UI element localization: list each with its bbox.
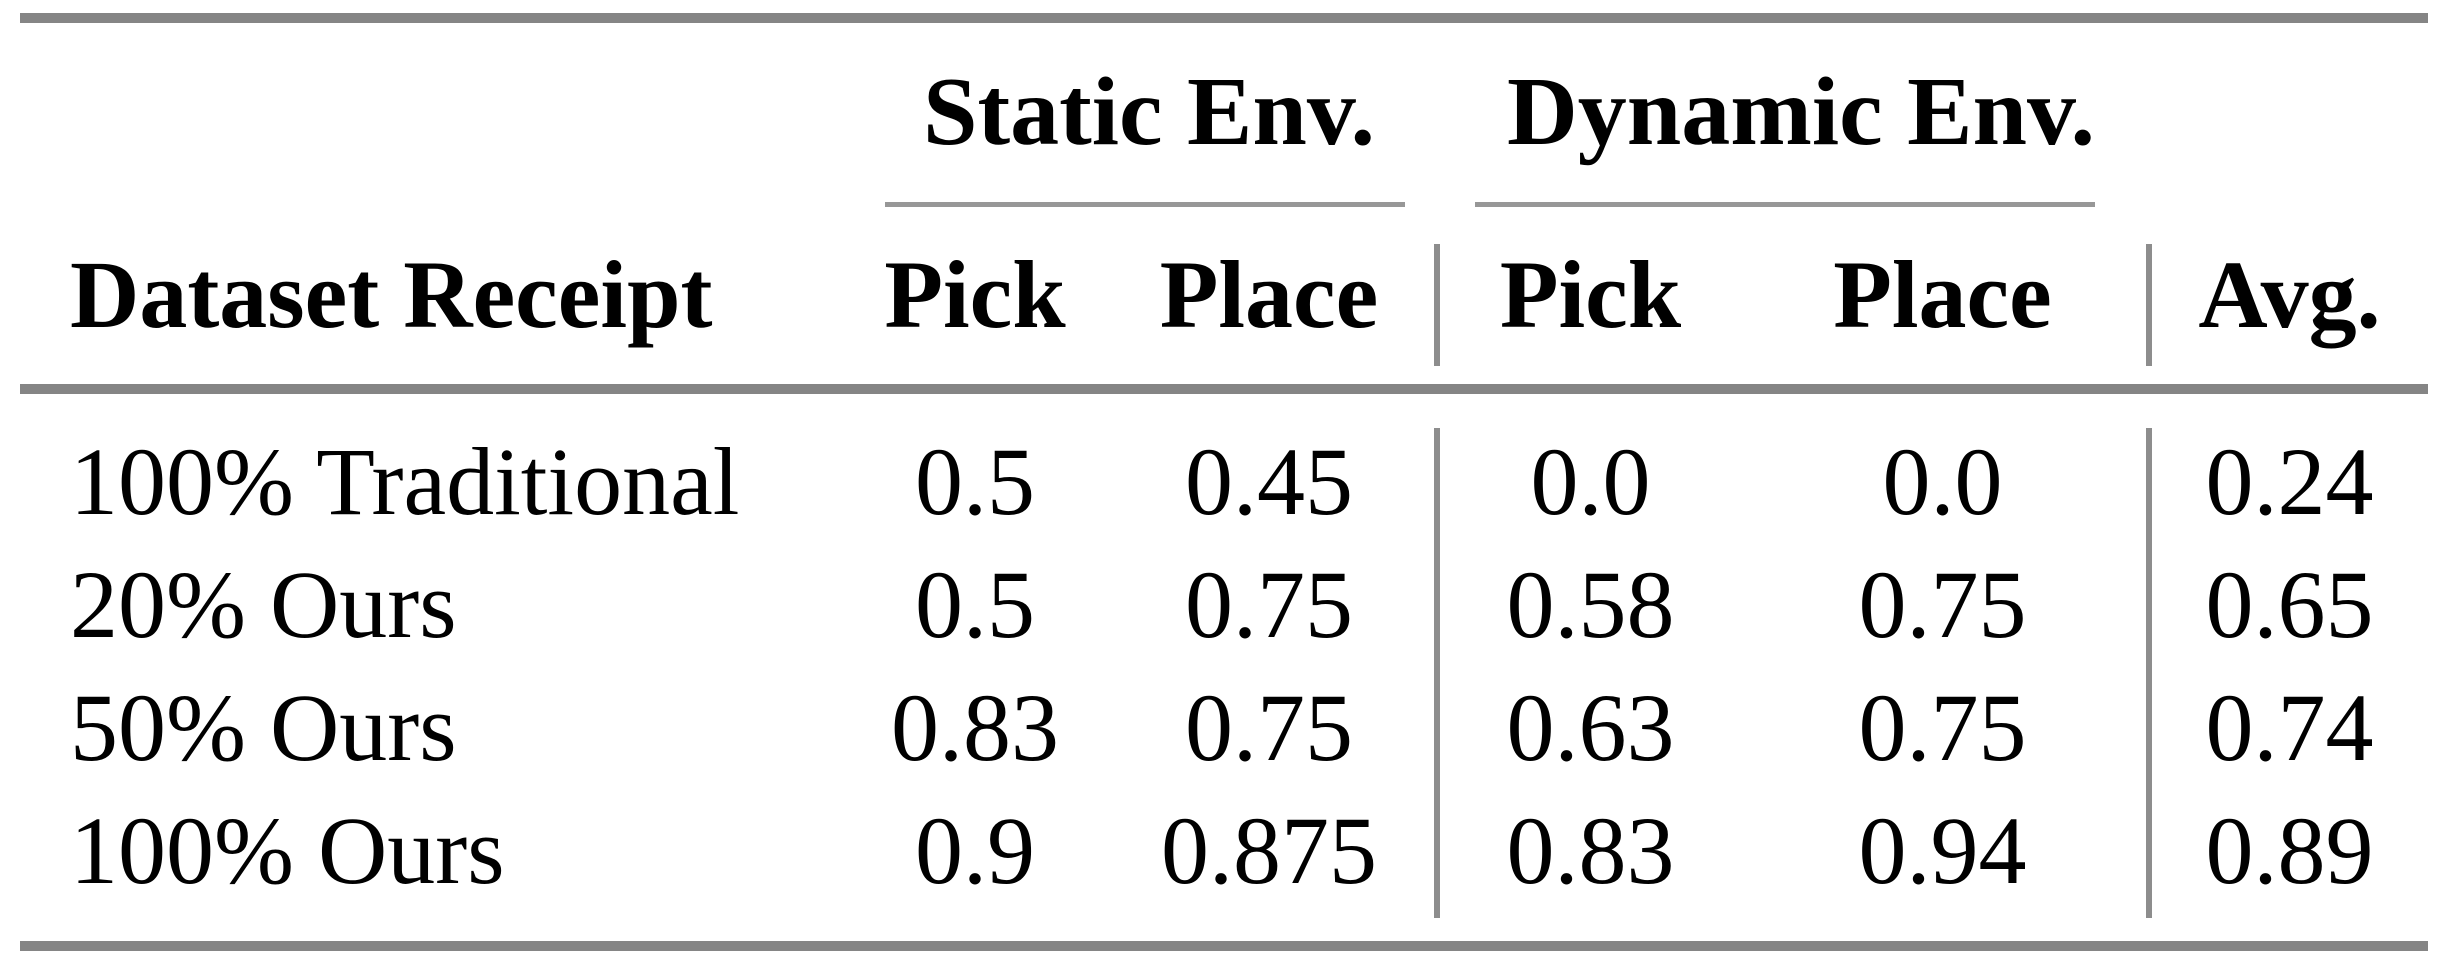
cell-static-place: 0.875: [1161, 797, 1377, 904]
row-label: 100% Ours: [70, 797, 505, 904]
cell-avg: 0.89: [2205, 797, 2374, 904]
top-rule: [20, 13, 2428, 23]
cell-static-place: 0.75: [1185, 551, 1353, 658]
cell-static-place: 0.45: [1185, 428, 1353, 535]
cell-avg: 0.74: [2205, 674, 2374, 781]
cell-static-pick: 0.83: [891, 674, 1059, 781]
cell-dynamic-pick: 0.83: [1506, 797, 1675, 904]
column-header-dataset-receipt: Dataset Receipt: [70, 241, 713, 348]
cell-avg: 0.24: [2205, 428, 2374, 535]
header-rule: [20, 384, 2428, 394]
column-header-dynamic-place: Place: [1833, 241, 2052, 348]
column-divider: [2146, 244, 2152, 366]
cell-static-pick: 0.5: [915, 551, 1035, 658]
cell-dynamic-place: 0.75: [1858, 551, 2027, 658]
row-label: 20% Ours: [70, 551, 457, 658]
row-label: 100% Traditional: [70, 428, 740, 535]
column-header-static-pick: Pick: [884, 241, 1066, 348]
column-header-avg: Avg.: [2198, 241, 2381, 348]
cell-static-place: 0.75: [1185, 674, 1353, 781]
dynamic-env-underline: [1475, 202, 2095, 207]
bottom-rule: [20, 941, 2428, 951]
cell-dynamic-place: 0.0: [1882, 428, 2003, 535]
static-env-underline: [885, 202, 1405, 207]
cell-avg: 0.65: [2205, 551, 2374, 658]
row-label: 50% Ours: [70, 674, 457, 781]
group-header-dynamic-env: Dynamic Env.: [1506, 58, 2096, 166]
column-divider: [1434, 428, 1440, 918]
column-header-static-place: Place: [1159, 241, 1379, 348]
group-header-static-env: Static Env.: [923, 58, 1375, 166]
column-divider: [1434, 244, 1440, 366]
cell-dynamic-place: 0.94: [1858, 797, 2027, 904]
cell-dynamic-pick: 0.58: [1506, 551, 1675, 658]
column-divider: [2146, 428, 2152, 918]
column-header-dynamic-pick: Pick: [1499, 241, 1682, 348]
cell-dynamic-place: 0.75: [1858, 674, 2027, 781]
cell-static-pick: 0.5: [915, 428, 1035, 535]
cell-static-pick: 0.9: [915, 797, 1035, 904]
cell-dynamic-pick: 0.63: [1506, 674, 1675, 781]
cell-dynamic-pick: 0.0: [1530, 428, 1651, 535]
